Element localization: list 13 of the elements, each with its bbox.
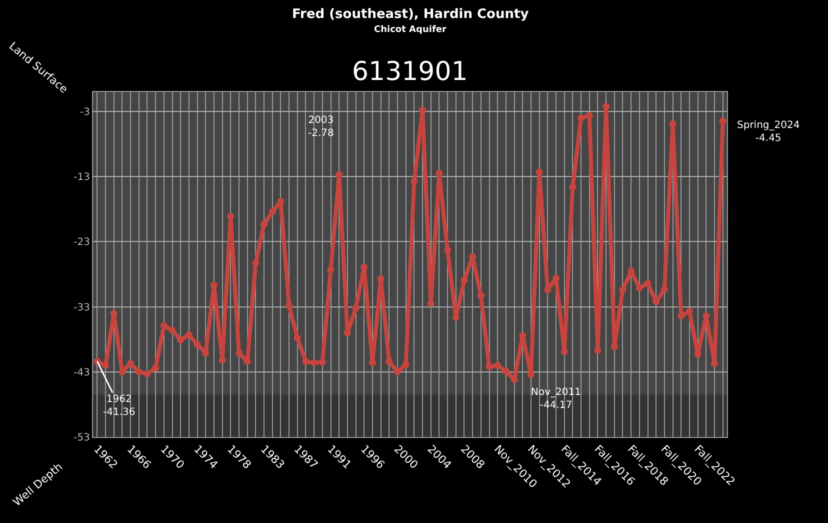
y-tick-label: -13: [74, 172, 90, 184]
y-tick-label: -43: [74, 367, 90, 378]
text: Spring_2024 -4.45: [737, 120, 800, 144]
chart-title: Fred (southeast), Hardin County: [292, 7, 530, 22]
y-tick-label: -23: [74, 237, 90, 248]
annotation: Nov_2011 -44.17: [531, 387, 581, 411]
y-tick-label: -53: [74, 432, 90, 444]
y-tick-label: -3: [80, 107, 90, 118]
annotation: 2003 -2.78: [308, 115, 334, 139]
annotation: 1962 -41.36: [103, 394, 136, 418]
y-tick-label: -33: [74, 302, 90, 314]
chart-subtitle: Chicot Aquifer: [374, 25, 447, 35]
text: 6131901: [352, 57, 468, 87]
